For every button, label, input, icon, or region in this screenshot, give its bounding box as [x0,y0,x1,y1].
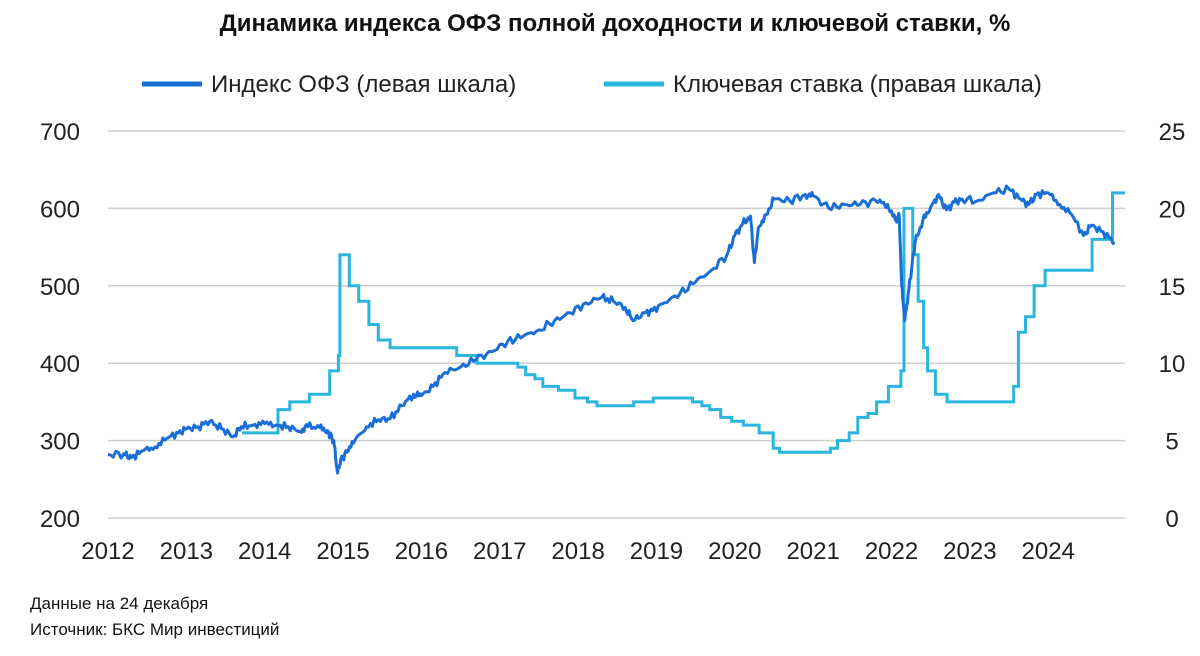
x-tick-2019: 2019 [630,538,683,565]
source-note: Источник: БКС Мир инвестиций [30,620,280,639]
left-y-axis: 200 300 400 500 600 700 [40,119,80,533]
chart-title: Динамика индекса ОФЗ полной доходности и… [220,10,1011,37]
ofz-index-line [107,184,1115,475]
key-rate-line [242,191,1125,454]
left-tick-500: 500 [40,274,80,301]
right-tick-15: 15 [1159,274,1186,301]
gridlines [108,130,1125,519]
right-tick-10: 10 [1159,351,1186,378]
x-tick-2012: 2012 [81,538,134,565]
right-tick-0: 0 [1165,506,1178,533]
x-axis: 2012 2013 2014 2015 2016 2017 2018 2019 2020 2021… [81,538,1075,565]
date-note: Данные на 24 декабря [30,594,209,613]
x-tick-2013: 2013 [160,538,213,565]
right-tick-5: 5 [1165,429,1178,456]
right-y-axis: 0 5 10 15 20 25 [1159,119,1186,533]
x-tick-2021: 2021 [786,538,839,565]
right-tick-25: 25 [1159,119,1186,146]
x-tick-2016: 2016 [395,538,448,565]
x-tick-2024: 2024 [1022,538,1075,565]
series-lines [107,184,1125,475]
left-tick-300: 300 [40,429,80,456]
legend: Индекс ОФЗ (левая шкала) Ключевая ставка… [142,71,1042,98]
legend-label-key-rate: Ключевая ставка (правая шкала) [673,71,1042,98]
x-tick-2022: 2022 [865,538,918,565]
left-tick-700: 700 [40,119,80,146]
left-tick-200: 200 [40,506,80,533]
legend-label-ofz: Индекс ОФЗ (левая шкала) [211,71,516,98]
x-tick-2023: 2023 [943,538,996,565]
right-tick-20: 20 [1159,196,1186,223]
x-tick-2017: 2017 [473,538,526,565]
x-tick-2020: 2020 [708,538,761,565]
left-tick-400: 400 [40,351,80,378]
chart-area: Динамика индекса ОФЗ полной доходности и… [40,10,1186,565]
left-tick-600: 600 [40,196,80,223]
x-tick-2015: 2015 [316,538,369,565]
x-tick-2014: 2014 [238,538,291,565]
x-tick-2018: 2018 [551,538,604,565]
